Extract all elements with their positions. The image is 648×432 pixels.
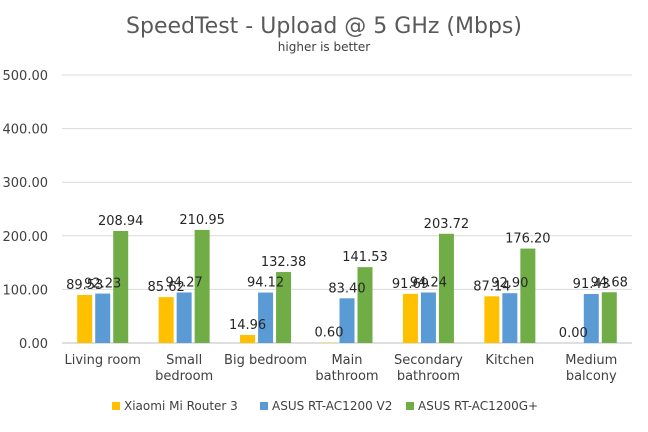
legend-swatch [406,402,414,410]
legend-swatch [112,402,120,410]
category-label-line: Kitchen [485,353,534,368]
bars [77,229,617,343]
data-label: 94.24 [410,275,447,290]
legend-label: Xiaomi Mi Router 3 [124,399,238,413]
y-tick-label: 400.00 [3,123,49,138]
bar [95,293,111,343]
category-label: Small bedroom [155,353,213,384]
data-label: 94.27 [166,275,203,290]
data-label: 141.53 [342,250,388,265]
bar [420,292,436,343]
bar [176,292,192,343]
data-label: 94.68 [591,275,628,290]
bar [502,293,518,343]
y-axis-ticks: 0.00 100.00 200.00 300.00 400.00 500.00 [3,69,49,352]
category-label-line: Secondary [394,353,463,368]
bar [583,293,599,343]
data-label: 85.62 [148,280,185,295]
data-label: 94.12 [247,276,284,291]
bar [357,267,373,343]
category-label-line: bathroom [315,369,378,384]
category-label-line: Small [166,353,202,368]
category-label: Living room [65,353,141,368]
bar [240,334,256,343]
category-label-line: bedroom [155,369,213,384]
legend-label: ASUS RT-AC1200G+ [418,399,538,413]
data-label: 0.00 [559,326,588,341]
legend-swatch [260,402,268,410]
chart-subtitle: higher is better [278,40,370,54]
y-tick-label: 200.00 [3,230,49,245]
bar [601,292,617,343]
bar [438,233,454,343]
data-label: 91.69 [392,277,429,292]
category-label: Secondary bathroom [394,353,463,384]
bar [520,248,536,343]
data-label: 87.14 [473,279,510,294]
data-label: 91.43 [573,277,610,292]
data-label: 83.40 [328,281,365,296]
category-label: Main bathroom [315,353,378,384]
y-tick-label: 0.00 [19,337,48,352]
category-label-line: Medium [565,353,617,368]
data-label: 0.60 [315,326,344,341]
bar [194,229,210,343]
category-label-line: Living room [65,353,141,368]
bar [113,231,129,343]
bar [158,297,174,343]
bar [484,296,500,343]
y-tick-label: 100.00 [3,283,49,298]
data-label: 92.90 [491,276,528,291]
category-label: Medium balcony [565,353,617,384]
chart-title: SpeedTest - Upload @ 5 GHz (Mbps) [126,14,522,39]
category-label-line: Main [331,353,362,368]
data-label: 132.38 [261,255,307,270]
data-label: 208.94 [98,214,144,229]
category-label: Kitchen [485,353,534,368]
gridlines [62,74,632,344]
bar [77,295,93,343]
bar [276,272,292,343]
legend: Xiaomi Mi Router 3 ASUS RT-AC1200 V2 ASUS … [112,399,538,413]
bar [339,298,355,343]
data-label: 14.96 [229,318,266,333]
category-label-line: balcony [566,369,617,384]
bar [402,293,418,343]
category-label: Big bedroom [224,353,307,368]
legend-label: ASUS RT-AC1200 V2 [272,399,392,413]
data-label: 92.23 [84,277,121,292]
data-label: 210.95 [179,213,225,228]
y-tick-label: 300.00 [3,176,49,191]
data-label: 89.53 [66,278,103,293]
data-label: 203.72 [424,217,470,232]
bar [258,292,274,343]
category-label-line: Big bedroom [224,353,307,368]
data-label: 176.20 [505,232,551,247]
y-tick-label: 500.00 [3,69,49,84]
category-label-line: bathroom [397,369,460,384]
